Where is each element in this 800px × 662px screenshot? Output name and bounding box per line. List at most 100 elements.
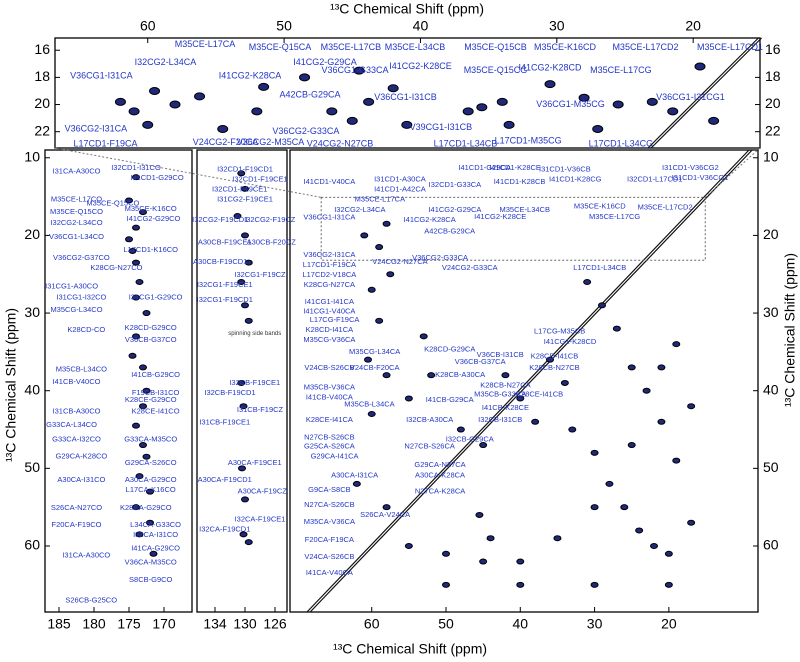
peak-label: L34CA-G33CO [130, 520, 181, 529]
peak-label: M35CG-L34CA [349, 347, 400, 356]
x-tick-label: 40 [512, 616, 528, 632]
cross-peak [578, 93, 590, 102]
peak-label: K28CA-G29CO [120, 503, 172, 512]
peak-label: V36CA-M35CO [125, 557, 177, 566]
peak-label: G29CA-N27CA [414, 460, 465, 469]
peak-label: V36CG2-G33CA [272, 126, 339, 136]
peak-label: A30CA-F19CE1 [228, 458, 282, 467]
peak-label: I31CD1-V36CG2 [662, 163, 719, 172]
peak-label: M35CE-Q15CA [249, 42, 312, 52]
peak-label: A30CA-K28CA [415, 470, 465, 479]
peak-label: I32CB-F19CE1 [229, 378, 280, 387]
peak-label: I32CB-A30CA [406, 415, 453, 424]
cross-peak [386, 271, 395, 278]
cross-peak [135, 473, 144, 480]
peak-label: I41CG2-G29CO [127, 214, 181, 223]
peak-label: V24CG2-N27CB [307, 138, 374, 148]
peak-label: I41CG2-G29CA [293, 57, 357, 67]
peak-label: I32CB-F19CD1 [204, 388, 255, 397]
zoom-connector [704, 147, 761, 198]
cross-peak [149, 86, 161, 95]
cross-peak [590, 449, 599, 456]
cross-peak [687, 403, 696, 410]
peak-label: M35CB-L34CA [344, 400, 394, 409]
cross-peak [646, 97, 658, 106]
peak-label: M35CB-G33CA [474, 390, 526, 399]
peak-label: M35CE-K16CD [574, 202, 626, 211]
cross-peak [142, 387, 151, 394]
x-tick-label: 20 [661, 616, 677, 632]
peak-label: I41CG2-K28CA [219, 70, 282, 80]
cross-peak [132, 259, 140, 266]
y-tick-label: 20 [763, 226, 779, 242]
cross-peak [620, 504, 629, 511]
diagonal-line [647, 37, 759, 149]
peak-label: M35CE-Q15CG [464, 65, 528, 75]
peak-label: S26CA-N27CO [51, 503, 102, 512]
peak-label: M35CE-L17CG [589, 212, 640, 221]
peak-label: M35CG-V36CA [303, 335, 355, 344]
cross-peak [635, 527, 644, 534]
cross-peak [419, 333, 428, 340]
top-x-axis-title: ¹³C Chemical Shift (ppm) [330, 1, 484, 17]
peak-label: I41CD1-V40CA [304, 177, 356, 186]
cross-peak [142, 310, 151, 317]
cross-peak [169, 100, 181, 109]
peak-label: I31CA-A30CO [62, 550, 110, 559]
peak-label: V36CG2-M35CA [237, 137, 305, 147]
right-y-axis-title: ¹³C Chemical Shift (ppm) [782, 253, 798, 407]
peak-label: K28CG-N27CA [304, 280, 355, 289]
cross-peak [560, 379, 569, 386]
peak-label: L17CA-K16CO [126, 485, 176, 494]
cross-peak [476, 103, 488, 112]
peak-label: I32CG1-F19CD1 [197, 295, 253, 304]
cross-peak [237, 170, 246, 177]
peak-label: S26CB-G25CO [65, 595, 117, 604]
y-tick-label: 30 [24, 304, 40, 320]
peak-label: M35CE-L17CB [321, 42, 382, 52]
cross-peak [238, 465, 246, 472]
x-tick-label: 134 [203, 616, 227, 632]
peak-label: I32CD1-G33CA [429, 180, 482, 189]
cross-peak [128, 247, 137, 254]
cross-peak [367, 411, 376, 417]
cross-peak [568, 426, 577, 433]
cross-peak [516, 558, 525, 565]
peak-label: L17CD2-V18CA [302, 270, 356, 279]
peak-label: L17CD1-L34CB [434, 138, 498, 148]
peak-label: F19CB-I31CO [132, 388, 180, 397]
cross-peak [258, 82, 270, 91]
peak-label: V36CG2-I31CA [303, 250, 355, 259]
cross-peak [241, 232, 249, 239]
peak-label: L17CG-F19CA [310, 315, 360, 324]
peak-label: I31CG1-G29CO [129, 293, 183, 302]
peak-label: G9CA-S8CB [308, 485, 351, 494]
cross-peak [149, 550, 158, 557]
panel: 60 50 40 30 20 10 20 30 40 50 60 I41CD1-V40CA I31CD1… [54, 147, 779, 632]
peak-label: I41CG2-K28CA [404, 215, 456, 224]
cross-peak [544, 80, 556, 89]
cross-peak [237, 379, 246, 386]
cross-peak [382, 372, 391, 379]
peak-label: V36CG1-G33CA [321, 65, 388, 75]
cross-peak [664, 581, 673, 588]
panel-frame [196, 149, 288, 613]
cross-peak [694, 62, 706, 71]
peak-label: V36CB-G37CO [125, 335, 177, 344]
peak-label: I32CG2-F19CD1 [192, 215, 248, 224]
cross-peak [241, 185, 249, 192]
cross-peak [239, 403, 248, 410]
cross-peak [657, 364, 666, 371]
cross-peak [612, 100, 624, 109]
peak-label: L17CD1-M35CG [495, 136, 562, 146]
cross-peak [125, 197, 133, 204]
peak-label: V36CB-G37CA [455, 357, 506, 366]
peak-label: K28CE-I41CO [132, 407, 180, 416]
peak-label: I32CD1-I31CO [111, 163, 161, 172]
peak-label: M35CE-L34CB [500, 205, 550, 214]
cross-peak [664, 550, 673, 557]
cross-peak [387, 84, 399, 93]
cross-peak [299, 73, 311, 82]
y-tick-label: 16 [34, 41, 50, 57]
cross-peak [590, 581, 599, 588]
